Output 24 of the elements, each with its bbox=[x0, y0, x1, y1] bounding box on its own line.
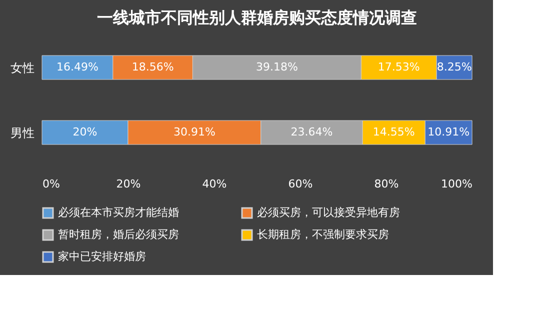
data-label: 20% bbox=[72, 126, 98, 138]
legend-label: 必须买房，可以接受异地有房 bbox=[257, 206, 400, 219]
chart-title: 一线城市不同性别人群婚房购买态度情况调查 bbox=[97, 8, 417, 27]
data-label: 30.91% bbox=[173, 126, 216, 138]
data-label: 39.18% bbox=[256, 60, 298, 74]
legend-label: 家中已安排好婚房 bbox=[58, 250, 146, 263]
data-label: 17.53% bbox=[378, 60, 420, 74]
data-label: 16.49% bbox=[56, 60, 98, 74]
data-label: 10.91% bbox=[428, 126, 470, 138]
y-tick-label: 女性 bbox=[10, 61, 34, 75]
x-tick-label: 20% bbox=[116, 178, 141, 190]
x-tick-label: 40% bbox=[202, 178, 227, 190]
legend-label: 暂时租房，婚后必须买房 bbox=[58, 228, 179, 241]
x-tick-label: 60% bbox=[288, 178, 313, 190]
x-tick-label: 100% bbox=[441, 178, 472, 190]
legend-label: 必须在本市买房才能结婚 bbox=[58, 206, 179, 219]
data-label: 14.55% bbox=[372, 126, 415, 138]
x-tick-label: 80% bbox=[374, 178, 399, 190]
data-label: 23.64% bbox=[290, 126, 333, 138]
data-label: 18.56% bbox=[132, 60, 174, 74]
y-tick-label: 男性 bbox=[10, 126, 34, 140]
data-label: 8.25% bbox=[436, 60, 472, 74]
x-tick-label: 0% bbox=[42, 178, 60, 190]
legend-label: 长期租房，不强制要求买房 bbox=[257, 228, 389, 241]
